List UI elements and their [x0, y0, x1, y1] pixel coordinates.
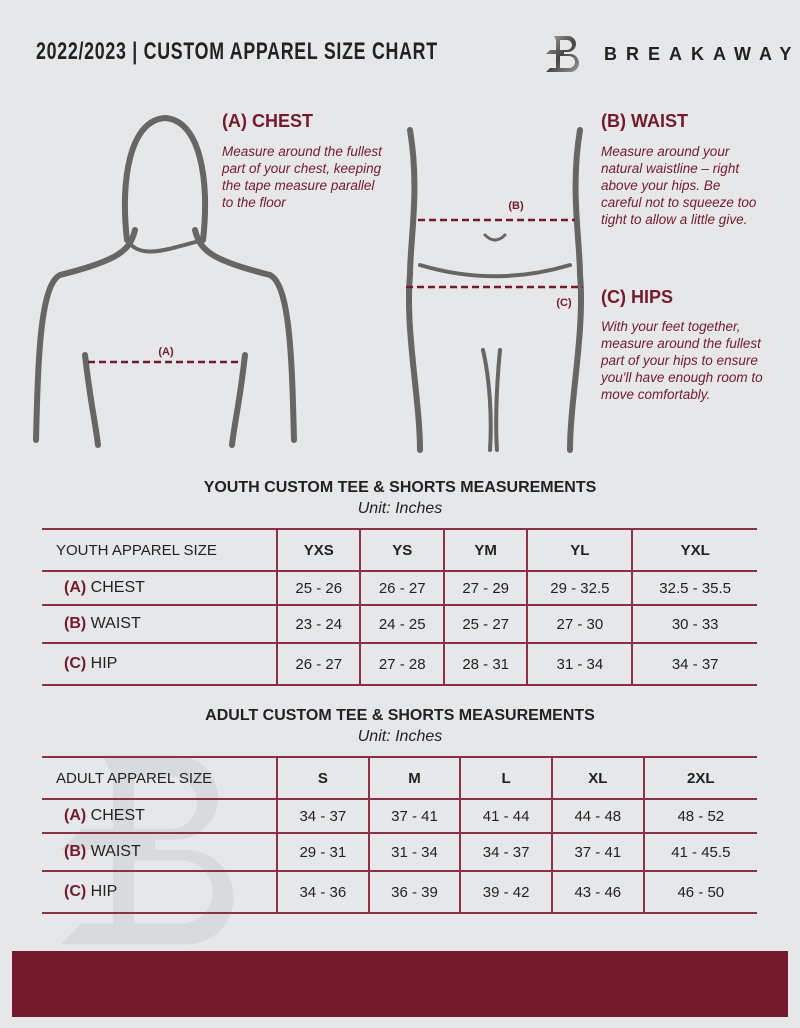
- measure-code: (B): [64, 615, 87, 632]
- hips-label: (C) HIPS: [601, 287, 673, 307]
- size-ys: YS: [359, 528, 444, 572]
- measure-name: WAIST: [90, 843, 141, 860]
- table-cell: 48 - 52: [642, 798, 757, 834]
- table-row-chest: (A) CHEST 34 - 37 37 - 41 41 - 44 44 - 48 48 …: [42, 798, 757, 834]
- table-cell: 41 - 44: [459, 798, 552, 834]
- table-row-waist: (B) WAIST 29 - 31 31 - 34 34 - 37 37 - 41 41 …: [42, 832, 757, 872]
- hips-description: With your feet together, measure around …: [601, 319, 763, 402]
- table-cell: 32.5 - 35.5: [631, 570, 757, 606]
- marker-a: (A): [158, 346, 174, 358]
- table-row-hip: (C) HIP 26 - 27 27 - 28 28 - 31 31 - 34 34 - …: [42, 642, 757, 686]
- measure-name: WAIST: [90, 615, 141, 632]
- table-cell: 34 - 37: [276, 798, 369, 834]
- table-header-row: YOUTH APPAREL SIZE YXS YS YM YL YXL: [42, 528, 757, 572]
- brand-logo: BREAKAWAY: [544, 34, 800, 74]
- table-cell: 37 - 41: [550, 832, 644, 872]
- table-cell: 27 - 28: [359, 642, 444, 686]
- table-cell: 30 - 33: [631, 604, 757, 644]
- table-cell: 26 - 27: [275, 642, 361, 686]
- brand-name: BREAKAWAY: [604, 43, 800, 64]
- marker-c: (C): [556, 297, 572, 309]
- measure-name: HIP: [90, 883, 118, 900]
- table-cell: (A) CHEST: [42, 570, 277, 606]
- table-cell: 26 - 27: [359, 570, 444, 606]
- table-cell: 44 - 48: [550, 798, 644, 834]
- breakaway-b-icon: [546, 36, 579, 72]
- adult-table-unit: Unit: Inches: [357, 728, 443, 745]
- table-cell: (C) HIP: [42, 642, 277, 686]
- measure-code: (C): [64, 883, 87, 900]
- table-header-row: ADULT APPAREL SIZE S M L XL 2XL: [42, 756, 757, 800]
- table-cell: 24 - 25: [359, 604, 444, 644]
- table-row-chest: (A) CHEST 25 - 26 26 - 27 27 - 29 29 - 32.5 3…: [42, 570, 757, 606]
- size-yl: YL: [526, 528, 633, 572]
- table-cell: 46 - 50: [642, 870, 757, 914]
- youth-table-title: YOUTH CUSTOM TEE & SHORTS MEASUREMENTS: [203, 479, 597, 496]
- table-cell: (A) CHEST: [42, 798, 277, 834]
- footer-band: [12, 951, 788, 1017]
- size-ym: YM: [442, 528, 528, 572]
- measure-name: CHEST: [90, 579, 145, 596]
- youth-size-table: YOUTH APPAREL SIZE YXS YS YM YL YXL (A) CHES…: [42, 528, 757, 686]
- table-cell: (B) WAIST: [42, 604, 277, 644]
- table-cell: (C) HIP: [42, 870, 277, 914]
- table-cell: 29 - 32.5: [526, 570, 633, 606]
- size-yxs: YXS: [275, 528, 361, 572]
- table-cell: 31 - 34: [367, 832, 461, 872]
- table-cell: 27 - 30: [526, 604, 633, 644]
- marker-b: (B): [508, 200, 524, 212]
- size-s: S: [276, 756, 369, 800]
- head-outline: [121, 114, 209, 243]
- waist-label: (B) WAIST: [601, 111, 688, 131]
- measure-code: (B): [64, 843, 87, 860]
- table-cell: 34 - 36: [276, 870, 369, 914]
- size-l: L: [459, 756, 552, 800]
- table-cell: 23 - 24: [275, 604, 361, 644]
- adult-size-table: ADULT APPAREL SIZE S M L XL 2XL (A) CHEST 34 …: [42, 756, 757, 914]
- table-cell: (B) WAIST: [42, 832, 277, 872]
- size-yxl: YXL: [631, 528, 757, 572]
- table-cell: 25 - 27: [442, 604, 528, 644]
- table-cell: 29 - 31: [276, 832, 369, 872]
- table-cell: 27 - 29: [442, 570, 528, 606]
- measure-code: (A): [64, 807, 87, 824]
- measure-name: CHEST: [90, 807, 145, 824]
- table-cell: 39 - 42: [459, 870, 552, 914]
- table-cell: 41 - 45.5: [642, 832, 757, 872]
- table-cell: 36 - 39: [367, 870, 461, 914]
- youth-table-unit: Unit: Inches: [357, 500, 443, 517]
- table-cell: 31 - 34: [526, 642, 633, 686]
- chest-label: (A) CHEST: [222, 111, 313, 131]
- measure-code: (A): [64, 579, 87, 596]
- table-cell: 34 - 37: [459, 832, 552, 872]
- size-2xl: 2XL: [642, 756, 757, 800]
- header-cell: YOUTH APPAREL SIZE: [42, 528, 277, 572]
- table-cell: 43 - 46: [550, 870, 644, 914]
- measure-name: HIP: [90, 655, 118, 672]
- page-title: 2022/2023 | CUSTOM APPAREL SIZE CHART: [36, 38, 438, 65]
- size-m: M: [367, 756, 461, 800]
- chest-description: Measure around the fullest part of your …: [222, 144, 382, 210]
- table-cell: 25 - 26: [275, 570, 361, 606]
- adult-table-title: ADULT CUSTOM TEE & SHORTS MEASUREMENTS: [205, 707, 595, 724]
- table-cell: 34 - 37: [631, 642, 757, 686]
- waist-description: Measure around your natural waistline – …: [601, 144, 757, 227]
- table-cell: 37 - 41: [367, 798, 461, 834]
- size-xl: XL: [550, 756, 644, 800]
- measure-code: (C): [64, 655, 87, 672]
- table-cell: 28 - 31: [442, 642, 528, 686]
- header-cell: ADULT APPAREL SIZE: [42, 756, 277, 800]
- body-measurement-illustration: (A) (B) (C): [33, 114, 585, 453]
- table-row-hip: (C) HIP 34 - 36 36 - 39 39 - 42 43 - 46 46 - …: [42, 870, 757, 914]
- table-row-waist: (B) WAIST 23 - 24 24 - 25 25 - 27 27 - 30 30 …: [42, 604, 757, 644]
